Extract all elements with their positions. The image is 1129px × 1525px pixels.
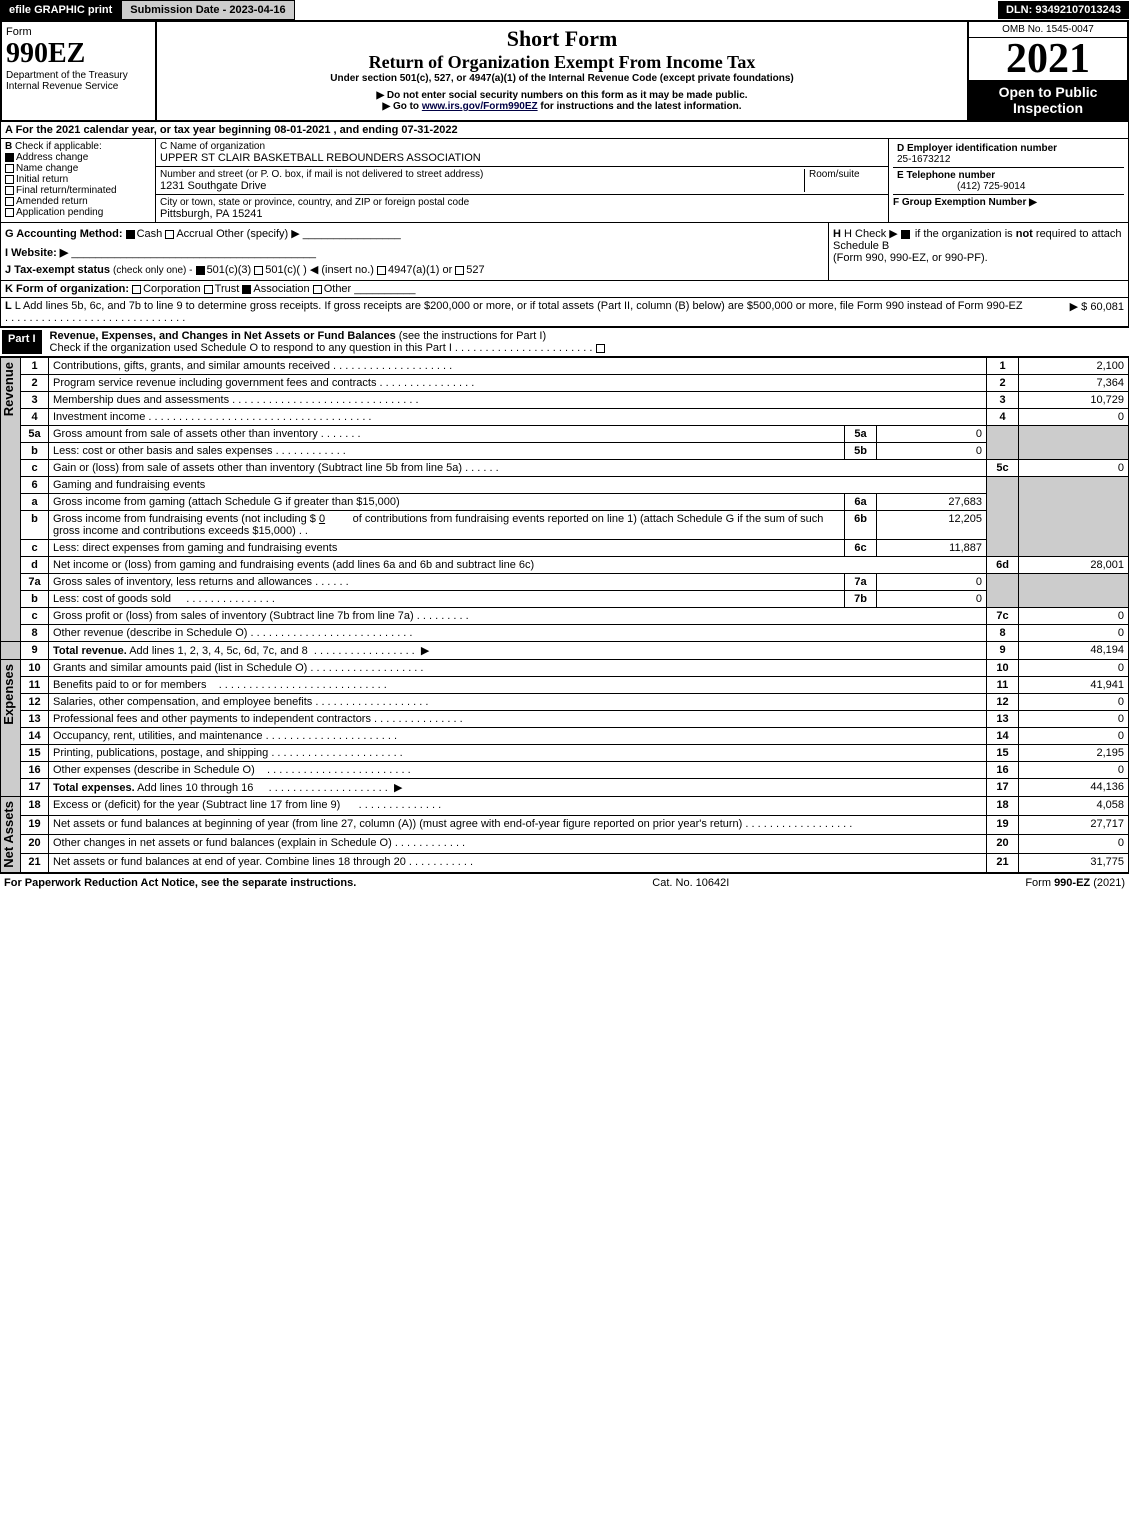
note-goto: ▶ Go to www.irs.gov/Form990EZ for instru…	[161, 101, 963, 112]
line-j: J Tax-exempt status (check only one) - 5…	[5, 263, 824, 276]
section-b: B Check if applicable: Address change Na…	[1, 139, 156, 222]
org-name-label: C Name of organization	[160, 141, 884, 152]
line-3-value: 10,729	[1019, 392, 1129, 409]
net-assets-label: Net Assets	[1, 797, 16, 872]
line-14-value: 0	[1019, 728, 1129, 745]
line-13-value: 0	[1019, 711, 1129, 728]
ein-label: D Employer identification number	[897, 143, 1057, 154]
checkbox-501c[interactable]	[254, 266, 263, 275]
gross-receipts: ▶ $ 60,081	[1024, 300, 1124, 324]
form-number: 990EZ	[6, 38, 151, 70]
line-l: L L Add lines 5b, 6c, and 7b to line 9 t…	[1, 298, 1128, 327]
line-11-value: 41,941	[1019, 677, 1129, 694]
line-a: A For the 2021 calendar year, or tax yea…	[1, 122, 1128, 139]
expenses-label: Expenses	[1, 660, 16, 729]
line-6d-value: 28,001	[1019, 557, 1129, 574]
note-ssn: ▶ Do not enter social security numbers o…	[161, 90, 963, 101]
dln-label: DLN: 93492107013243	[998, 1, 1129, 19]
line-5c-value: 0	[1019, 460, 1129, 477]
footer-left: For Paperwork Reduction Act Notice, see …	[4, 877, 356, 889]
line-1-value: 2,100	[1019, 358, 1129, 375]
revenue-label: Revenue	[1, 358, 16, 420]
checkbox-schedule-o[interactable]	[596, 344, 605, 353]
checkbox-pending[interactable]	[5, 208, 14, 217]
line-6b-value: 12,205	[877, 511, 987, 540]
line-4-value: 0	[1019, 409, 1129, 426]
line-21-value: 31,775	[1019, 853, 1129, 872]
checkbox-assoc[interactable]	[242, 285, 251, 294]
line-17-value: 44,136	[1019, 779, 1129, 797]
checkbox-final-return[interactable]	[5, 186, 14, 195]
city-value: Pittsburgh, PA 15241	[160, 208, 884, 220]
line-19-value: 27,717	[1019, 815, 1129, 834]
line-7b-value: 0	[877, 591, 987, 608]
street-value: 1231 Southgate Drive	[160, 180, 804, 192]
line-15-value: 2,195	[1019, 745, 1129, 762]
footer: For Paperwork Reduction Act Notice, see …	[0, 873, 1129, 892]
title: Short Form	[161, 26, 963, 52]
checkbox-address-change[interactable]	[5, 153, 14, 162]
org-name: UPPER ST CLAIR BASKETBALL REBOUNDERS ASS…	[160, 152, 884, 164]
part-i-header: Part I Revenue, Expenses, and Changes in…	[0, 328, 1129, 357]
line-2-value: 7,364	[1019, 375, 1129, 392]
under-section: Under section 501(c), 527, or 4947(a)(1)…	[161, 73, 963, 84]
section-d-e-f: D Employer identification number 25-1673…	[888, 139, 1128, 222]
footer-mid: Cat. No. 10642I	[652, 877, 729, 889]
footer-right: Form 990-EZ (2021)	[1025, 877, 1125, 889]
line-5b-value: 0	[877, 443, 987, 460]
line-k: K Form of organization: Corporation Trus…	[1, 280, 1128, 298]
open-public: Open to Public Inspection	[969, 80, 1127, 120]
line-18-value: 4,058	[1019, 797, 1129, 816]
phone-value: (412) 725-9014	[897, 181, 1025, 192]
irs-label: Internal Revenue Service	[6, 81, 151, 92]
line-7c-value: 0	[1019, 608, 1129, 625]
checkbox-501c3[interactable]	[196, 266, 205, 275]
line-i: I Website: ▶ ___________________________…	[5, 246, 824, 259]
checkbox-amended[interactable]	[5, 197, 14, 206]
form-header: Form 990EZ Department of the Treasury In…	[0, 20, 1129, 122]
line-20-value: 0	[1019, 834, 1129, 853]
efile-button[interactable]: efile GRAPHIC print	[0, 0, 121, 20]
checkbox-cash[interactable]	[126, 230, 135, 239]
street-label: Number and street (or P. O. box, if mail…	[160, 169, 804, 180]
top-bar: efile GRAPHIC print Submission Date - 20…	[0, 0, 1129, 20]
line-6c-value: 11,887	[877, 540, 987, 557]
line-7a-value: 0	[877, 574, 987, 591]
checkbox-other-org[interactable]	[313, 285, 322, 294]
irs-link[interactable]: www.irs.gov/Form990EZ	[422, 101, 538, 112]
checkbox-corp[interactable]	[132, 285, 141, 294]
subtitle: Return of Organization Exempt From Incom…	[161, 52, 963, 73]
submission-date-button[interactable]: Submission Date - 2023-04-16	[121, 0, 294, 20]
part-i-table: Revenue 1Contributions, gifts, grants, a…	[0, 357, 1129, 873]
line-h: H H Check ▶ if the organization is not r…	[828, 223, 1128, 280]
form-label: Form	[6, 26, 151, 38]
line-16-value: 0	[1019, 762, 1129, 779]
line-8-value: 0	[1019, 625, 1129, 642]
checkbox-initial-return[interactable]	[5, 175, 14, 184]
checkbox-4947[interactable]	[377, 266, 386, 275]
line-6a-value: 27,683	[877, 494, 987, 511]
ein-value: 25-1673212	[897, 154, 950, 165]
checkbox-trust[interactable]	[204, 285, 213, 294]
room-label: Room/suite	[809, 169, 884, 180]
section-c: C Name of organization UPPER ST CLAIR BA…	[156, 139, 888, 222]
dept-label: Department of the Treasury	[6, 70, 151, 81]
line-10-value: 0	[1019, 660, 1129, 677]
line-9-value: 48,194	[1019, 642, 1129, 660]
phone-label: E Telephone number	[897, 170, 995, 181]
group-exemption-label: F Group Exemption Number ▶	[893, 197, 1037, 208]
checkbox-schedule-b[interactable]	[901, 230, 910, 239]
line-g: G Accounting Method: Cash Accrual Other …	[5, 227, 824, 240]
line-12-value: 0	[1019, 694, 1129, 711]
tax-year: 2021	[969, 38, 1127, 80]
checkbox-527[interactable]	[455, 266, 464, 275]
checkbox-accrual[interactable]	[165, 230, 174, 239]
line-5a-value: 0	[877, 426, 987, 443]
checkbox-name-change[interactable]	[5, 164, 14, 173]
city-label: City or town, state or province, country…	[160, 197, 884, 208]
